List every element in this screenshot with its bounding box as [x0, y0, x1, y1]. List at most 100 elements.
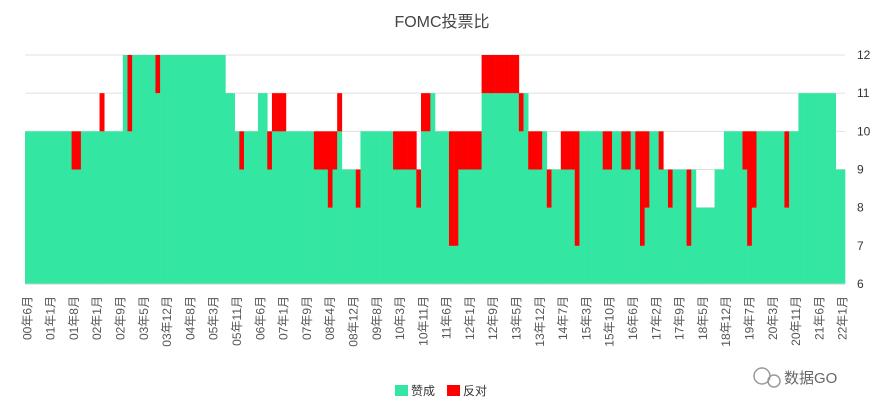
bar-segment	[243, 131, 249, 284]
bar-segment	[90, 131, 96, 284]
bar-segment	[644, 207, 650, 284]
bar-segment	[817, 93, 823, 285]
bar-segment	[188, 55, 194, 284]
bar-segment	[276, 131, 282, 284]
bar-segment	[779, 131, 785, 284]
bar-segment	[444, 131, 450, 284]
bar-segment	[66, 131, 72, 284]
bar-segment	[481, 93, 487, 285]
bar-segment	[667, 207, 673, 284]
y-tick-label: 6	[857, 277, 864, 291]
x-tick-label: 22年1月	[836, 296, 850, 340]
x-tick-label: 20年11月	[789, 296, 803, 346]
bar-segment	[299, 131, 305, 284]
bar-segment	[663, 169, 669, 284]
bar-segment	[281, 93, 287, 132]
y-tick-label: 9	[857, 163, 864, 177]
bar-segment	[509, 55, 515, 94]
bar-segment	[551, 169, 557, 284]
bar-segment	[355, 207, 361, 284]
bar-segment	[658, 131, 664, 170]
bar-segment	[313, 169, 319, 284]
x-tick-label: 11年6月	[440, 296, 454, 339]
bar-segment	[579, 131, 585, 284]
bar-segment	[649, 131, 655, 284]
x-tick-label: 05年11月	[230, 296, 244, 346]
bar-segment	[630, 131, 636, 284]
bar-segment	[495, 93, 501, 285]
bar-segment	[742, 169, 748, 284]
bar-segment	[141, 55, 147, 284]
bar-segment	[85, 131, 91, 284]
bar-segment	[327, 207, 333, 284]
chart-title: FOMC投票比	[394, 13, 489, 31]
bar-segment	[383, 131, 389, 284]
x-tick-label: 01年1月	[44, 296, 58, 340]
bar-segment	[220, 55, 226, 284]
bar-segment	[490, 55, 496, 94]
bar-segment	[313, 131, 319, 170]
bar-segment	[812, 93, 818, 285]
y-tick-label: 8	[857, 201, 864, 215]
bar-segment	[742, 131, 748, 170]
x-tick-label: 00年6月	[20, 296, 34, 340]
x-tick-label: 18年5月	[696, 296, 710, 340]
bar-segment	[537, 131, 543, 170]
x-tick-label: 04年8月	[183, 296, 197, 340]
bar-segment	[146, 55, 152, 284]
bar-segment	[495, 55, 501, 94]
bar-segment	[411, 131, 417, 170]
bar-segment	[71, 169, 77, 284]
bar-segment	[467, 169, 473, 284]
bar-segment	[532, 169, 538, 284]
bar-segment	[784, 207, 790, 284]
bar-segment	[826, 93, 832, 285]
bar-segment	[248, 131, 254, 284]
bar-segment	[593, 131, 599, 284]
bar-segment	[537, 169, 543, 284]
bar-segment	[751, 131, 757, 208]
bar-segment	[504, 93, 510, 285]
x-tick-label: 15年10月	[603, 296, 617, 347]
y-tick-label: 7	[857, 239, 864, 253]
bar-segment	[351, 169, 357, 284]
bar-segment	[337, 93, 343, 132]
bar-segment	[640, 131, 645, 246]
bar-segment	[653, 131, 659, 284]
bar-segment	[840, 169, 846, 284]
watermark: 数据GO	[784, 370, 837, 387]
x-tick-label: 13年12月	[533, 296, 547, 347]
bar-segment	[458, 169, 464, 284]
x-tick-label: 13年5月	[510, 296, 524, 340]
bar-segment	[155, 55, 161, 94]
bar-segment	[127, 131, 133, 284]
x-tick-label: 07年9月	[300, 296, 314, 340]
bar-segment	[667, 169, 673, 208]
x-tick-label: 08年12月	[346, 296, 360, 347]
bar-segment	[770, 131, 776, 284]
bar-segment	[206, 55, 212, 284]
bar-segment	[267, 131, 273, 170]
bar-segment	[257, 93, 263, 285]
bar-segment	[164, 55, 170, 284]
bar-segment	[528, 131, 534, 170]
x-tick-label: 12年9月	[486, 296, 500, 340]
bar-segment	[448, 245, 454, 284]
bar-segment	[686, 169, 692, 246]
bar-segment	[52, 131, 58, 284]
bar-segment	[584, 131, 590, 284]
bar-segment	[118, 131, 124, 284]
bar-segment	[225, 93, 231, 285]
bar-segment	[821, 93, 827, 285]
bar-segment	[425, 131, 431, 284]
bar-segment	[48, 131, 54, 284]
bar-segment	[407, 169, 413, 284]
x-tick-label: 06年6月	[253, 296, 267, 340]
bar-segment	[490, 93, 496, 285]
bar-segment	[635, 169, 641, 284]
bar-segment	[132, 55, 138, 284]
x-tick-label: 14年7月	[556, 296, 570, 340]
bar-segment	[416, 169, 422, 208]
bar-segment	[723, 131, 729, 284]
bar-segment	[155, 93, 161, 285]
